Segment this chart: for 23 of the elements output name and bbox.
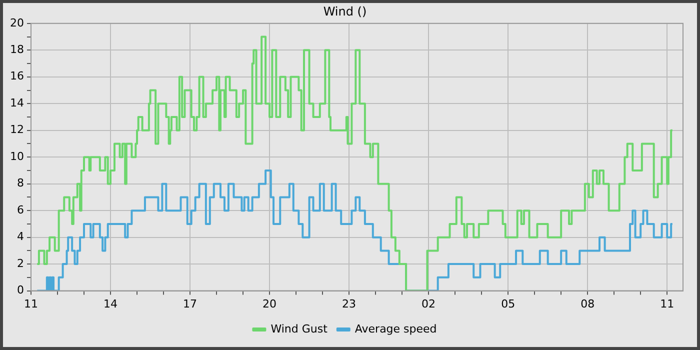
y-tick-label: 2 (16, 256, 24, 270)
x-tick-label: 02 (422, 297, 436, 310)
x-tick-label: 08 (580, 297, 595, 310)
y-tick-label: 12 (10, 123, 24, 136)
y-tick-label: 16 (10, 70, 24, 83)
y-tick-label: 4 (16, 230, 24, 244)
y-tick-label: 0 (16, 284, 24, 297)
legend-label: Average speed (354, 322, 437, 336)
y-tick-label: 14 (10, 96, 24, 110)
x-tick-label: 11 (24, 297, 38, 310)
legend-label: Wind Gust (270, 322, 328, 336)
x-tick-label: 23 (342, 297, 356, 310)
y-tick-label: 18 (10, 43, 24, 56)
x-tick-label: 17 (183, 297, 198, 310)
y-tick-label: 6 (16, 203, 24, 216)
x-tick-label: 14 (104, 297, 118, 310)
y-tick-label: 10 (10, 150, 24, 163)
y-tick-label: 20 (10, 16, 24, 30)
x-tick-label: 05 (501, 297, 516, 310)
y-tick-label: 8 (16, 176, 24, 190)
chart-title: Wind () (323, 4, 367, 18)
x-tick-label: 20 (262, 297, 277, 310)
x-tick-label: 11 (660, 297, 674, 310)
